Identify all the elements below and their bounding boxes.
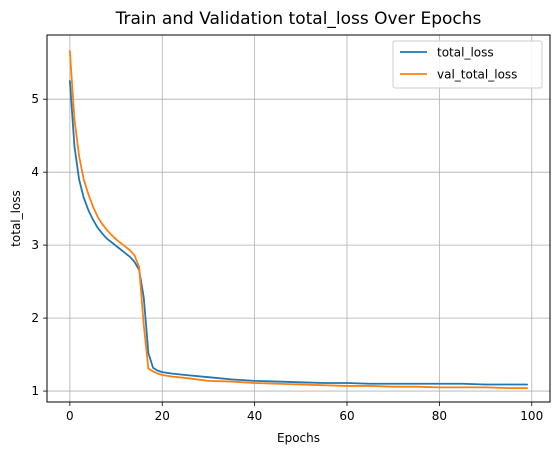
series-line-total-loss	[68, 80, 529, 386]
plot-area-frame	[46, 34, 551, 403]
grid	[47, 35, 550, 402]
y-tick-label: 3	[31, 238, 39, 252]
legend-label-total-loss: total_loss	[437, 46, 494, 60]
x-tick-label: 80	[432, 409, 447, 423]
legend: total_loss val_total_loss	[392, 40, 543, 89]
y-tick-label: 5	[31, 92, 39, 106]
y-axis-label: total_loss	[9, 190, 23, 247]
series-lines	[68, 50, 529, 390]
x-tick-label: 0	[66, 409, 74, 423]
x-axis-label: Epochs	[277, 431, 320, 445]
x-tick-label: 40	[247, 409, 262, 423]
y-tick-label: 4	[31, 165, 39, 179]
x-tick-label: 100	[520, 409, 543, 423]
axis-ticks: 0 20 40 60 80 100 1 2 3 4 5	[31, 92, 543, 423]
chart-title: Train and Validation total_loss Over Epo…	[115, 9, 482, 29]
legend-label-val-total-loss: val_total_loss	[437, 68, 517, 82]
legend-box	[392, 40, 543, 89]
x-tick-label: 60	[339, 409, 354, 423]
y-tick-label: 2	[31, 311, 39, 325]
x-tick-label: 20	[155, 409, 170, 423]
y-tick-label: 1	[31, 384, 39, 398]
series-line-val-total-loss	[68, 50, 529, 390]
